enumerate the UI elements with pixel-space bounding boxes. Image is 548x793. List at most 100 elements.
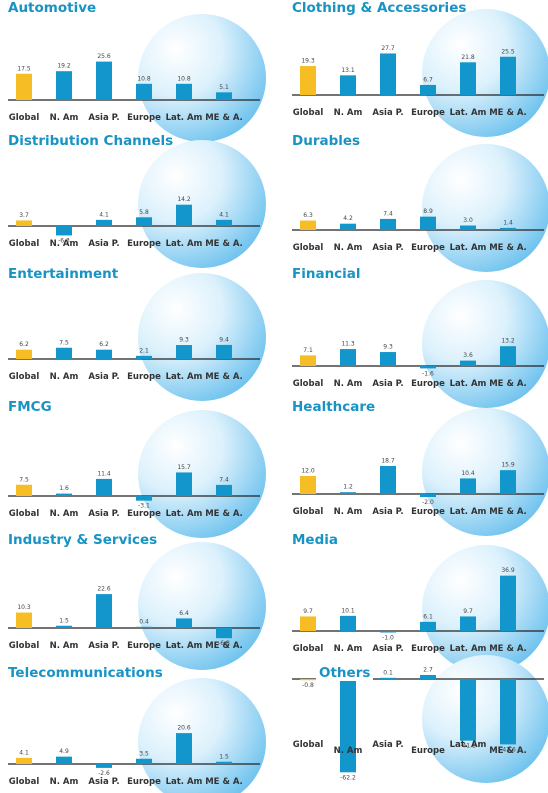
bar-region [460, 360, 476, 366]
category-label: Asia P. [372, 108, 403, 118]
bar-global [300, 616, 316, 631]
bar-region [96, 594, 112, 628]
value-label: 1.5 [59, 617, 69, 624]
chart-svg: 10.3 Global 1.5 N. Am 22.6 Asia P. 0.4 Europe 6.… [8, 542, 266, 670]
category-label: ME & A. [489, 746, 527, 756]
category-label: ME & A. [489, 243, 527, 253]
chart-svg: 3.7 Global -6.3N. Am 4.1 Asia P. 5.8 Europe 14.… [8, 140, 266, 268]
chart-fmcg: 7.5 Global 1.6 N. Am 11.4 Asia P. -3.1 Europe 15… [8, 399, 268, 538]
bar-region [420, 494, 436, 497]
category-label: Global [9, 113, 40, 123]
category-label: Asia P. [372, 507, 403, 517]
category-label: ME & A. [205, 113, 243, 123]
value-label: 11.3 [341, 341, 355, 348]
chart-media: 9.7 Global 10.1 N. Am -1.0 Asia P. 6.1 Europe 9.… [292, 532, 548, 673]
chart-svg: 19.3 Global 13.1 N. Am 27.7 Asia P. 6.7 Europe 2… [292, 9, 548, 137]
decorative-glow [138, 678, 266, 793]
category-label: Asia P. [372, 243, 403, 253]
category-label: Lat. Am [166, 372, 203, 382]
chart-healthcare: 12.0 Global 1.2 N. Am 18.7 Asia P. -2.0 Europe 1… [292, 399, 548, 536]
bar-region [56, 71, 72, 100]
bar-region [420, 84, 436, 95]
chart-title: Durables [292, 133, 361, 149]
value-label: 5.1 [219, 84, 229, 91]
value-label: -2.6 [98, 770, 110, 777]
category-label: Asia P. [88, 509, 119, 519]
bar-region [56, 493, 72, 496]
chart-title: Clothing & Accessories [292, 0, 467, 16]
value-label: -41.1 [460, 743, 476, 750]
value-label: 25.6 [97, 53, 111, 60]
chart-industry-services: 10.3 Global 1.5 N. Am 22.6 Asia P. 0.4 Europe 6.… [8, 532, 268, 670]
decorative-glow [422, 545, 548, 673]
value-label: 36.9 [501, 567, 515, 574]
bar-region [460, 478, 476, 494]
value-label: 1.4 [503, 219, 513, 226]
chart-title: Media [292, 532, 338, 548]
bar-region [136, 217, 152, 226]
value-label: 14.2 [177, 196, 191, 203]
category-label: N. Am [334, 507, 363, 517]
bar-region [420, 621, 436, 631]
value-label: -43.6 [500, 746, 516, 753]
value-label: 15.9 [501, 462, 515, 469]
bar-region [420, 674, 436, 679]
value-label: 10.1 [341, 607, 355, 614]
bar-region [136, 355, 152, 359]
value-label: 9.3 [383, 344, 393, 351]
bar-region [136, 758, 152, 764]
category-label: ME & A. [489, 507, 527, 517]
category-label: Global [9, 372, 40, 382]
chart-financial: 7.1 Global 11.3 N. Am 9.3 Asia P. -1.6 Europe 3.… [292, 266, 548, 408]
category-label: Asia P. [372, 379, 403, 389]
chart-svg: 9.7 Global 10.1 N. Am -1.0 Asia P. 6.1 Europe 9.… [292, 545, 548, 673]
value-label: 19.2 [57, 63, 71, 70]
decorative-glow [138, 140, 266, 268]
category-label: Europe [127, 777, 161, 787]
bar-region [460, 62, 476, 95]
bar-region [380, 352, 396, 366]
category-label: N. Am [50, 509, 79, 519]
bar-region [176, 618, 192, 628]
bar-global [300, 476, 316, 494]
bar-global [300, 679, 316, 681]
bar-region [96, 219, 112, 226]
bar-region [380, 631, 396, 633]
value-label: 6.2 [19, 341, 29, 348]
category-label: Lat. Am [166, 113, 203, 123]
chart-title: Distribution Channels [8, 133, 174, 149]
category-label: Global [293, 644, 324, 654]
category-label: ME & A. [205, 372, 243, 382]
value-label: 7.5 [59, 339, 69, 346]
category-label: Lat. Am [166, 239, 203, 249]
category-label: Asia P. [372, 740, 403, 750]
category-label: N. Am [50, 777, 79, 787]
value-label: 9.7 [303, 608, 313, 615]
decorative-glow [138, 410, 266, 538]
bar-region [216, 484, 232, 496]
category-label: Europe [127, 509, 161, 519]
bar-region [500, 575, 516, 631]
chart-durables: 6.3 Global 4.2 N. Am 7.4 Asia P. 8.9 Europe 3.0 L… [292, 133, 548, 272]
category-label: Europe [411, 379, 445, 389]
bar-region [340, 75, 356, 95]
category-label: Europe [411, 243, 445, 253]
category-label: Lat. Am [166, 777, 203, 787]
value-label: 1.6 [59, 485, 69, 492]
chart-automotive: 17.5 Global 19.2 N. Am 25.6 Asia P. 10.8 Europe… [8, 0, 268, 142]
bar-region [136, 496, 152, 501]
value-label: -3.1 [138, 503, 150, 510]
value-label: -0.8 [302, 682, 314, 689]
chart-title: Telecommunications [8, 665, 163, 681]
category-label: Europe [411, 507, 445, 517]
decorative-glow [422, 655, 548, 783]
value-label: 9.4 [219, 336, 229, 343]
value-label: 3.6 [463, 352, 473, 359]
bar-region [500, 227, 516, 230]
bar-global [16, 757, 32, 764]
value-label: 1.2 [343, 484, 353, 491]
category-label: Lat. Am [450, 243, 487, 253]
bar-region [460, 225, 476, 230]
bar-global [300, 66, 316, 95]
value-label: 21.8 [461, 54, 475, 61]
